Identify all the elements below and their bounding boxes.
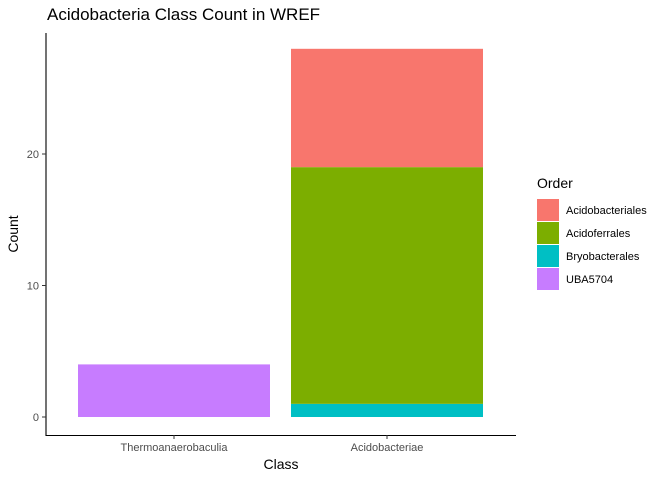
legend-swatch-bryobacterales xyxy=(537,245,559,267)
legend-title: Order xyxy=(537,175,573,191)
x-tick-label: Acidobacteriae xyxy=(351,442,424,454)
legend-label-uba5704: UBA5704 xyxy=(566,274,613,286)
bar-segment-0-uba5704 xyxy=(78,364,270,417)
y-tick-label: 10 xyxy=(27,281,39,293)
legend-swatch-acidobacteriales xyxy=(537,199,559,221)
y-axis-title: Count xyxy=(5,215,21,252)
legend-swatch-acidoferrales xyxy=(537,222,559,244)
chart-title: Acidobacteria Class Count in WREF xyxy=(47,5,320,24)
legend-swatch-uba5704 xyxy=(537,268,559,290)
legend-label-acidoferrales: Acidoferrales xyxy=(566,228,631,240)
bars-layer xyxy=(78,48,483,417)
y-ticks: 0 10 20 xyxy=(27,149,46,424)
x-axis-title: Class xyxy=(263,456,298,472)
y-tick-label: 20 xyxy=(27,149,39,161)
legend-label-acidobacteriales: Acidobacteriales xyxy=(566,205,647,217)
bar-segment-1-bryobacterales xyxy=(291,403,483,417)
legend: Order Acidobacteriales Acidoferrales Bryob… xyxy=(537,175,647,290)
bar-segment-1-acidoferrales xyxy=(291,167,483,404)
y-tick-label: 0 xyxy=(33,412,39,424)
legend-label-bryobacterales: Bryobacterales xyxy=(566,251,640,263)
bar-segment-1-acidobacteriales xyxy=(291,48,483,168)
x-ticks: Thermoanaerobaculia Acidobacteriae xyxy=(120,435,423,454)
x-tick-label: Thermoanaerobaculia xyxy=(120,442,228,454)
